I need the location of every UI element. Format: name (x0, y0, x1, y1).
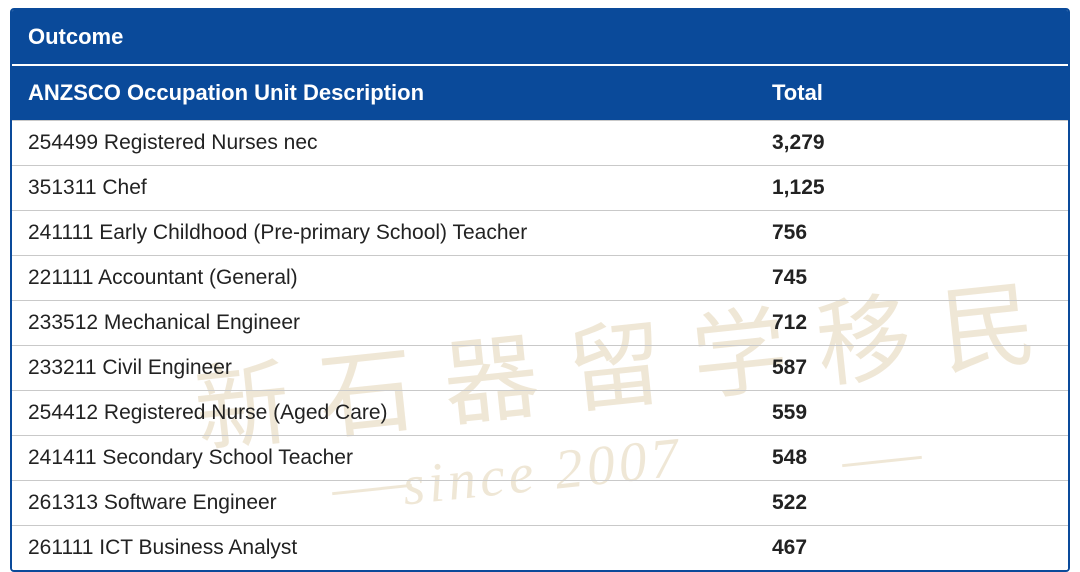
cell-total: 3,279 (752, 131, 1052, 155)
cell-description: 261111 ICT Business Analyst (28, 536, 752, 560)
column-header-total: Total (752, 80, 1052, 106)
table-title: Outcome (12, 10, 1068, 66)
cell-description: 254499 Registered Nurses nec (28, 131, 752, 155)
table-row: 241411 Secondary School Teacher 548 (12, 435, 1068, 480)
table-row: 254499 Registered Nurses nec 3,279 (12, 120, 1068, 165)
cell-description: 351311 Chef (28, 176, 752, 200)
cell-description: 241111 Early Childhood (Pre-primary Scho… (28, 221, 752, 245)
cell-total: 548 (752, 446, 1052, 470)
table-row: 221111 Accountant (General) 745 (12, 255, 1068, 300)
table-header-row: ANZSCO Occupation Unit Description Total (12, 66, 1068, 120)
table-row: 241111 Early Childhood (Pre-primary Scho… (12, 210, 1068, 255)
table-row: 233512 Mechanical Engineer 712 (12, 300, 1068, 345)
cell-description: 241411 Secondary School Teacher (28, 446, 752, 470)
table-row: 233211 Civil Engineer 587 (12, 345, 1068, 390)
cell-description: 233211 Civil Engineer (28, 356, 752, 380)
cell-total: 559 (752, 401, 1052, 425)
cell-description: 254412 Registered Nurse (Aged Care) (28, 401, 752, 425)
cell-total: 756 (752, 221, 1052, 245)
table-row: 261111 ICT Business Analyst 467 (12, 525, 1068, 570)
cell-description: 261313 Software Engineer (28, 491, 752, 515)
cell-total: 587 (752, 356, 1052, 380)
cell-total: 745 (752, 266, 1052, 290)
occupation-table: Outcome ANZSCO Occupation Unit Descripti… (10, 8, 1070, 572)
column-header-description: ANZSCO Occupation Unit Description (28, 80, 752, 106)
cell-total: 467 (752, 536, 1052, 560)
table-row: 351311 Chef 1,125 (12, 165, 1068, 210)
cell-total: 1,125 (752, 176, 1052, 200)
cell-total: 522 (752, 491, 1052, 515)
cell-description: 233512 Mechanical Engineer (28, 311, 752, 335)
table-body: 新石器留学移民 since 2007 254499 Registered Nur… (12, 120, 1068, 570)
page-container: Outcome ANZSCO Occupation Unit Descripti… (0, 0, 1080, 572)
cell-total: 712 (752, 311, 1052, 335)
table-row: 254412 Registered Nurse (Aged Care) 559 (12, 390, 1068, 435)
table-row: 261313 Software Engineer 522 (12, 480, 1068, 525)
cell-description: 221111 Accountant (General) (28, 266, 752, 290)
